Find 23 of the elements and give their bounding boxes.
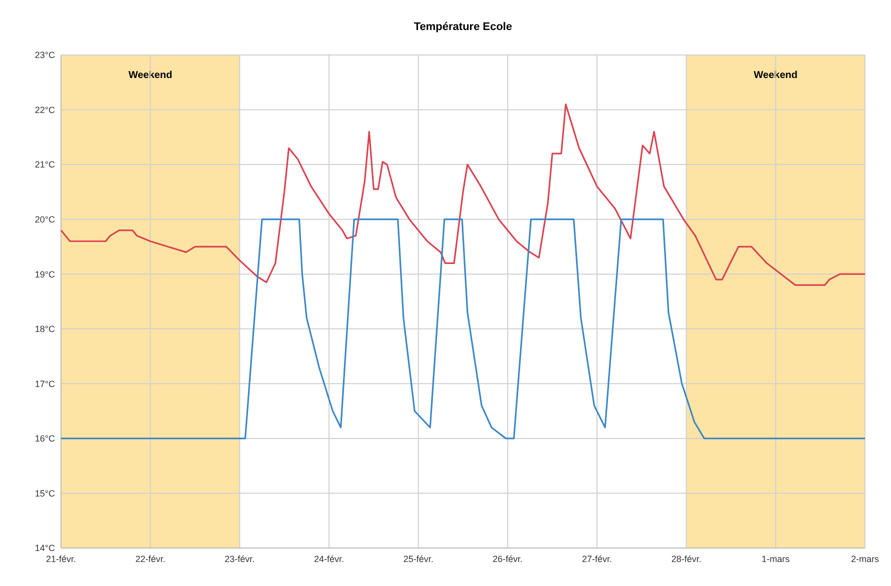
y-tick-label: 18°C (34, 324, 56, 334)
y-tick-label: 16°C (34, 434, 56, 444)
chart-title: Température Ecole (414, 21, 512, 33)
y-tick-label: 14°C (34, 543, 56, 554)
y-tick-label: 20°C (34, 214, 56, 224)
x-tick-label: 26-févr. (492, 554, 523, 564)
band-label: Weekend (754, 70, 798, 81)
x-tick-label: 22-févr. (135, 554, 166, 564)
x-tick-label: 2-mars (850, 554, 880, 564)
x-tick-label: 25-févr. (403, 554, 434, 564)
y-tick-label: 17°C (34, 378, 56, 389)
x-tick-label: 28-févr. (671, 554, 702, 564)
x-tick-label: 27-févr. (582, 554, 612, 564)
y-tick-label: 19°C (34, 269, 56, 280)
band-label: Weekend (128, 70, 172, 81)
x-tick-label: 23-févr. (224, 554, 255, 564)
y-tick-label: 21°C (34, 160, 56, 170)
x-tick-label: 1-mars (762, 554, 790, 564)
y-tick-label: 22°C (34, 104, 56, 115)
x-tick-label: 24-févr. (314, 554, 344, 564)
y-tick-label: 15°C (34, 488, 56, 498)
x-tick-label: 21-févr. (46, 554, 76, 564)
y-tick-label: 23°C (34, 50, 56, 60)
